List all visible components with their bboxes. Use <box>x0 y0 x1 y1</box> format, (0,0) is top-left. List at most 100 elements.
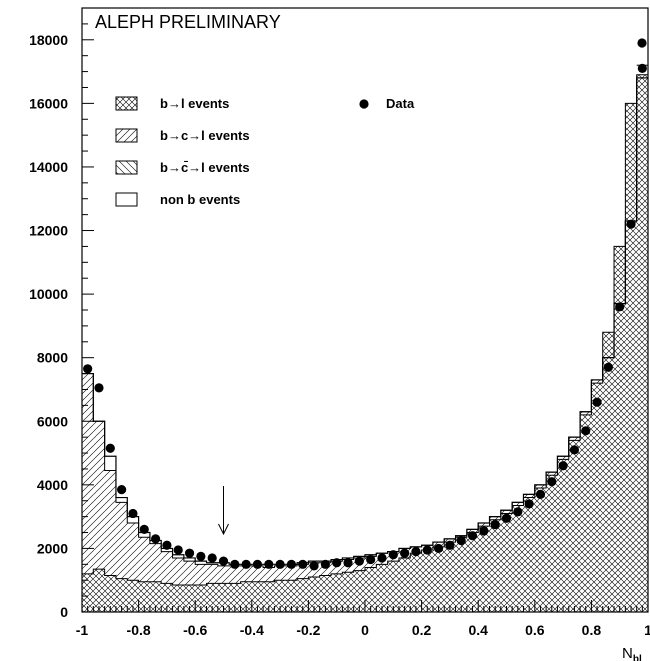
legend-swatch <box>115 128 138 143</box>
data-point <box>173 545 183 555</box>
bar-b-to-c-to-l <box>523 494 535 498</box>
bar-b-to-l <box>251 581 264 612</box>
bar-b-to-c-to-l <box>149 543 162 582</box>
bar-b-to-l <box>285 580 298 612</box>
legend-swatch <box>115 160 138 175</box>
bar-b-to-l <box>557 459 569 612</box>
data-point <box>411 547 421 557</box>
bar-b-to-c-to-l <box>331 561 343 574</box>
legend-label: b→l events <box>160 96 229 111</box>
bar-b-to-l <box>591 383 603 612</box>
bar-b-to-l <box>387 561 399 612</box>
bar-b-to-c-to-l <box>568 437 581 441</box>
bar-other <box>183 557 196 562</box>
bar-b-to-l <box>161 583 173 612</box>
data-point <box>128 508 138 519</box>
y-tick-label: 14000 <box>29 159 68 175</box>
bar-b-to-l <box>398 557 411 612</box>
data-point <box>547 477 557 487</box>
bar-b-to-c-to-l <box>240 565 252 582</box>
bar-b-to-c-to-l <box>557 456 569 460</box>
bar-b-to-l <box>376 564 388 612</box>
chart-title: ALEPH PRELIMINARY <box>95 12 281 32</box>
data-point <box>309 561 319 571</box>
bar-b-to-l <box>138 581 150 612</box>
y-tick-label: 8000 <box>37 350 68 366</box>
data-point <box>626 219 636 229</box>
data-point <box>218 556 229 566</box>
bar-other <box>127 516 139 523</box>
bar-b-to-l <box>240 581 252 612</box>
bar-b-to-c-to-l <box>138 537 150 582</box>
bar-b-to-c-to-l <box>546 472 558 476</box>
bar-b-to-c-to-l <box>172 557 184 585</box>
y-tick-label: 18000 <box>29 32 68 48</box>
bar-other <box>195 561 207 565</box>
x-axis-title: Nbl <box>622 645 642 661</box>
bar-other <box>172 554 184 558</box>
data-point <box>637 63 647 73</box>
data-point <box>535 489 546 499</box>
bar-b-to-l <box>195 584 207 612</box>
y-tick-label: 16000 <box>29 95 68 111</box>
data-point <box>377 553 387 563</box>
data-point <box>479 526 489 536</box>
bar-b-to-l <box>602 332 615 612</box>
y-tick-label: 2000 <box>37 540 68 556</box>
data-point <box>592 397 602 407</box>
bar-b-to-l <box>466 532 479 612</box>
bar-b-to-l <box>297 578 309 612</box>
bar-b-to-c-to-l <box>183 561 196 585</box>
bar-b-to-l <box>172 584 184 612</box>
bar-b-to-c-to-l <box>591 379 603 384</box>
bar-b-to-c-to-l <box>115 502 128 579</box>
data-point <box>558 461 568 471</box>
bar-b-to-l <box>534 488 547 612</box>
data-point <box>332 558 342 568</box>
data-point <box>388 550 398 560</box>
data-point <box>286 559 297 569</box>
bar-b-to-l <box>512 505 524 612</box>
bar-other <box>104 456 116 471</box>
bar-other <box>206 562 218 565</box>
data-point <box>184 548 195 558</box>
bar-b-to-l <box>421 550 433 612</box>
data-point <box>207 553 217 563</box>
legend-label: Data <box>386 96 415 111</box>
data-point <box>252 559 263 569</box>
bar-b-to-c-to-l <box>444 538 456 543</box>
bar-b-to-l <box>636 74 648 612</box>
bar-b-to-l <box>410 553 422 612</box>
data-point <box>320 559 330 569</box>
data-point <box>445 540 455 550</box>
legend-label: b→c→l events <box>160 128 250 143</box>
bar-b-to-c-to-l <box>263 567 275 582</box>
data-point <box>603 362 613 372</box>
data-point <box>83 364 93 374</box>
bar-b-to-l <box>274 580 286 612</box>
data-point <box>105 443 115 453</box>
data-point <box>150 534 161 544</box>
data-point <box>456 535 466 546</box>
y-tick-label: 12000 <box>29 223 68 239</box>
data-point <box>581 426 591 436</box>
bar-b-to-c-to-l <box>206 564 218 584</box>
cut-arrow-head <box>218 523 229 536</box>
bar-b-to-l <box>331 573 343 612</box>
x-tick-label: 1 <box>644 622 650 638</box>
bar-b-to-l <box>365 567 377 612</box>
data-point <box>400 548 410 558</box>
data-point <box>241 559 251 569</box>
bar-b-to-l <box>206 583 218 612</box>
data-point <box>196 551 206 561</box>
bar-b-to-l <box>149 581 162 612</box>
data-point <box>366 554 376 565</box>
data-point <box>513 507 523 517</box>
bar-b-to-c-to-l <box>580 411 592 415</box>
data-point <box>467 531 478 541</box>
y-tick-label: 0 <box>60 604 68 620</box>
data-point <box>275 559 285 569</box>
data-point <box>569 445 580 455</box>
x-tick-label: -0.2 <box>296 622 320 638</box>
x-tick-label: -0.6 <box>183 622 207 638</box>
